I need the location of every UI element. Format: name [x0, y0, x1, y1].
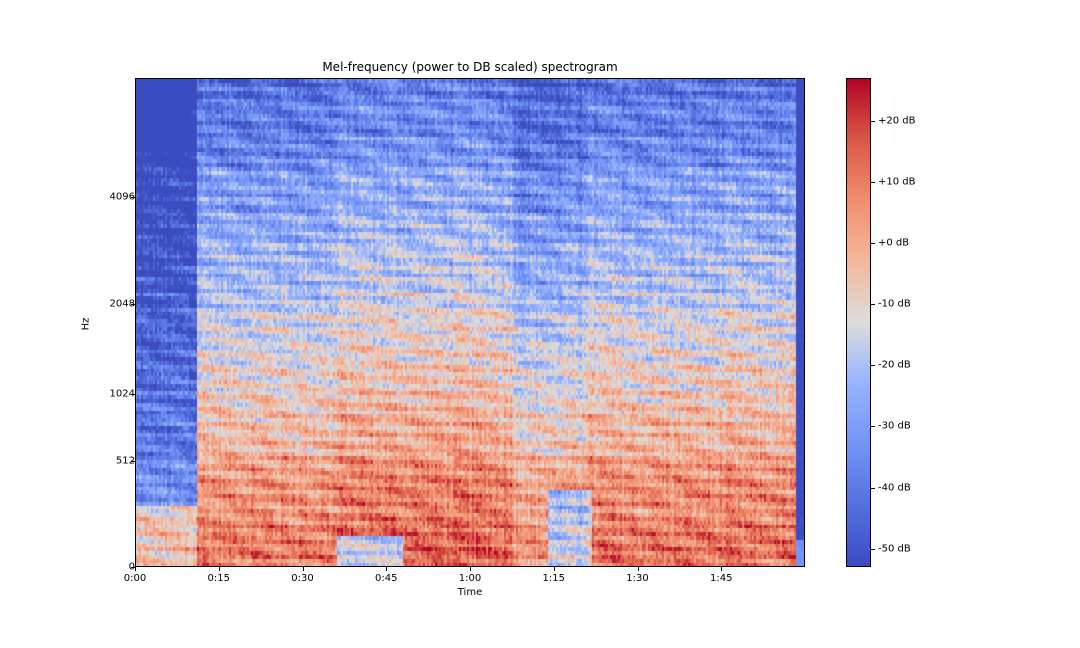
colorbar-tick-mark — [871, 426, 875, 428]
colorbar-tick-mark — [871, 487, 875, 489]
x-tick-label: 0:15 — [207, 573, 230, 584]
colorbar-tick-mark — [871, 181, 875, 183]
colorbar-tick-label: -30 dB — [878, 420, 911, 432]
colorbar-tick-label: -50 dB — [878, 543, 911, 555]
spectrogram-heatmap — [136, 79, 804, 566]
colorbar-tick-mark — [871, 365, 875, 367]
colorbar-tick-mark — [871, 548, 875, 550]
colorbar-tick-label: +20 dB — [878, 115, 916, 127]
colorbar-tick-label: +0 dB — [878, 237, 910, 249]
chart-title: Mel-frequency (power to DB scaled) spect… — [322, 60, 618, 74]
x-tick-label: 1:45 — [710, 573, 733, 584]
colorbar-tick-label: -10 dB — [878, 298, 911, 310]
x-tick-label: 1:15 — [542, 573, 565, 584]
colorbar-tick-label: -40 dB — [878, 482, 911, 494]
y-tick-label: 2048 — [109, 298, 135, 310]
y-tick-mark — [131, 303, 135, 305]
colorbar-tick-mark — [871, 304, 875, 306]
colorbar-tick-mark — [871, 120, 875, 122]
y-tick-label: 1024 — [109, 388, 135, 400]
x-axis-label: Time — [457, 587, 483, 598]
y-tick-mark — [131, 393, 135, 395]
colorbar-tick-mark — [871, 243, 875, 245]
x-tick-label: 0:45 — [375, 573, 398, 584]
y-tick-label: 0 — [128, 561, 135, 573]
x-tick-mark — [637, 567, 639, 571]
y-tick-mark — [131, 567, 135, 568]
y-axis-label: Hz — [80, 317, 92, 331]
colorbar — [846, 78, 871, 567]
x-tick-label: 1:30 — [626, 573, 649, 584]
x-tick-mark — [470, 567, 471, 571]
x-tick-mark — [302, 567, 304, 571]
y-tick-label: 4096 — [109, 191, 135, 203]
colorbar-tick-label: +10 dB — [878, 176, 916, 188]
x-tick-mark — [135, 567, 136, 571]
x-tick-mark — [386, 567, 388, 571]
x-tick-mark — [721, 567, 723, 571]
y-tick-label: 512 — [115, 455, 135, 467]
spectrogram-plot-area — [135, 78, 805, 567]
y-tick-mark — [131, 196, 135, 198]
x-tick-label: 0:00 — [123, 573, 147, 584]
x-tick-label: 0:30 — [291, 573, 314, 584]
x-tick-mark — [553, 567, 555, 571]
y-tick-mark — [131, 461, 135, 463]
x-tick-mark — [218, 567, 220, 571]
x-tick-label: 1:00 — [458, 573, 482, 584]
colorbar-tick-label: -20 dB — [878, 359, 911, 371]
